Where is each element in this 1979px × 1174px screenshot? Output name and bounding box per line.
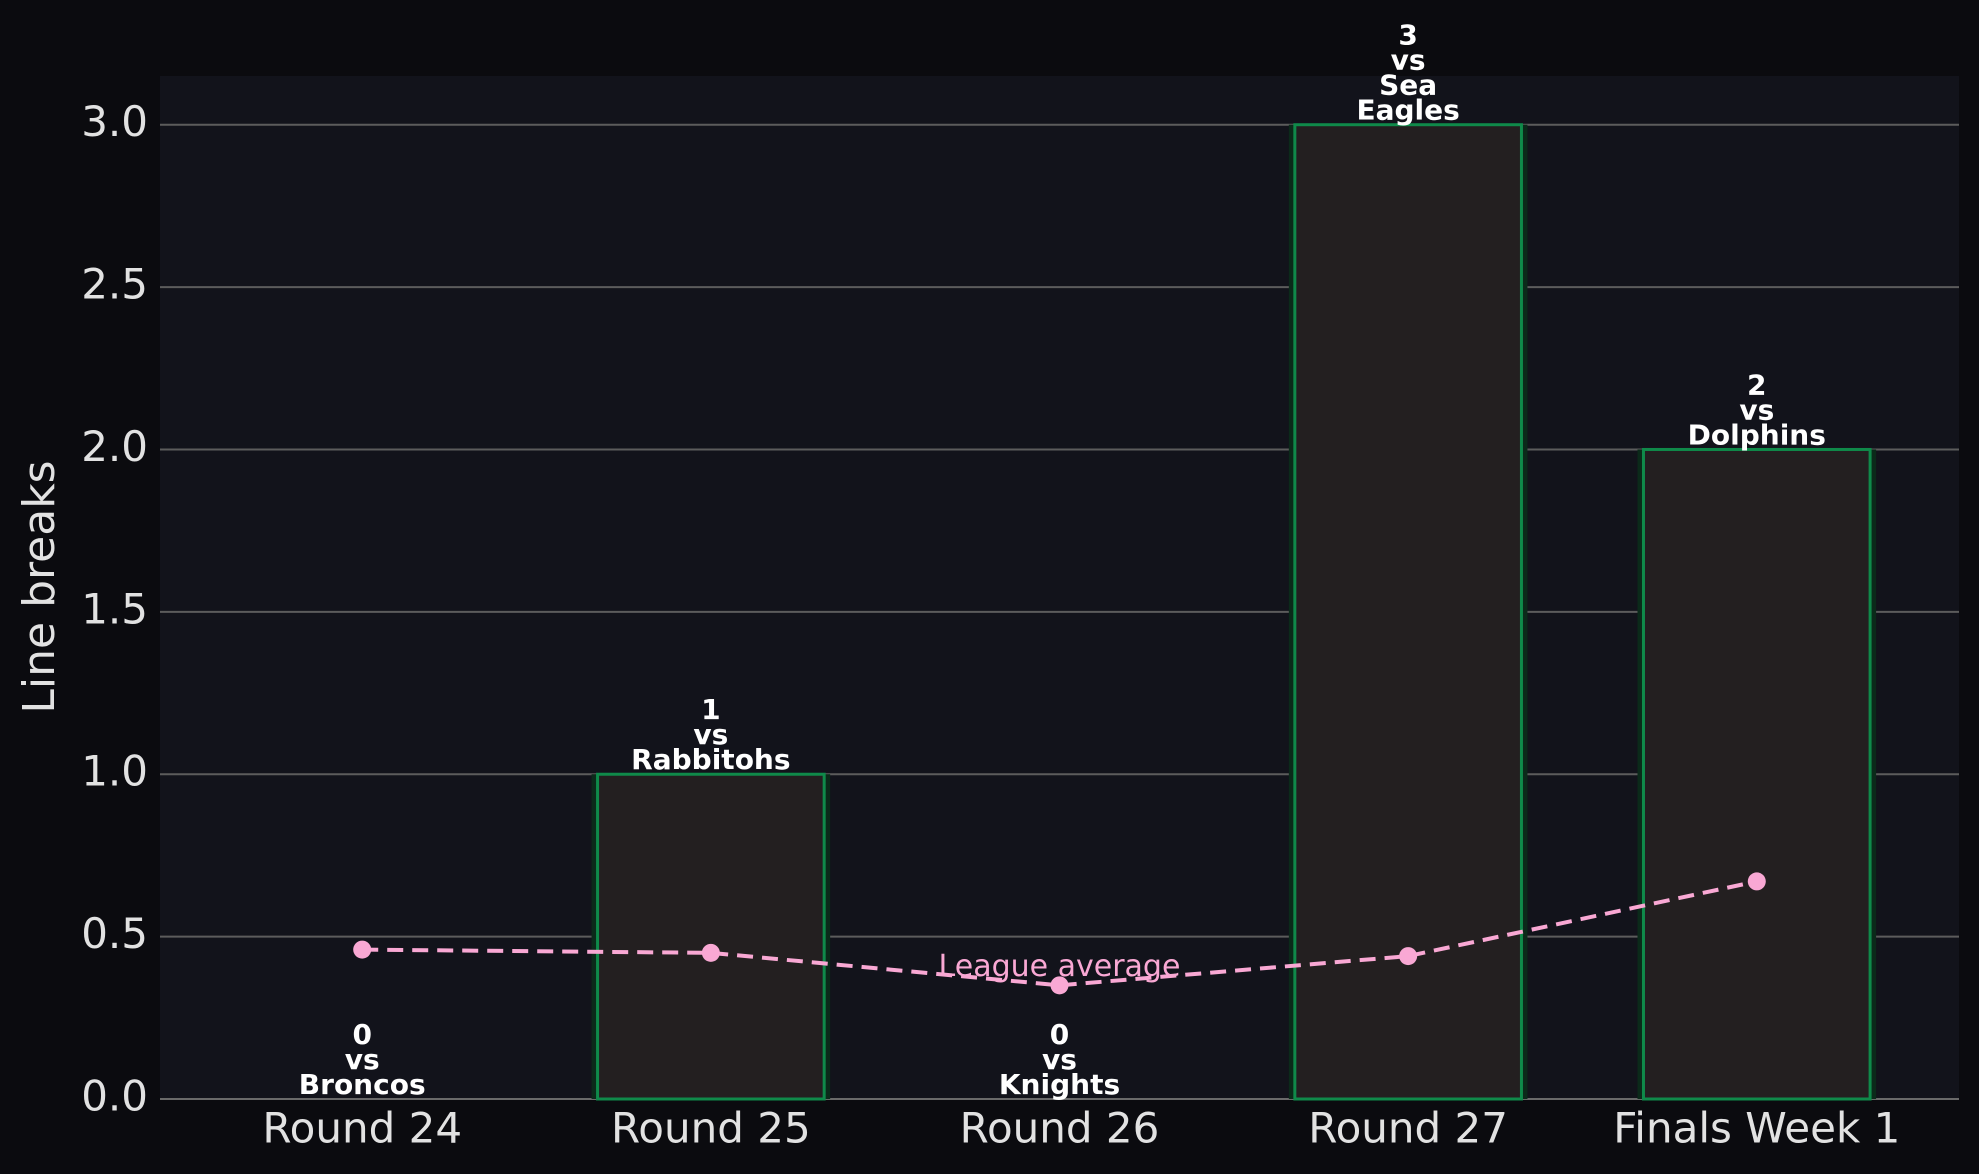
x-tick-label: Round 24 [262,1104,462,1153]
opponent-label: vs Rabbitohs [631,718,790,776]
line-label: League average [939,949,1181,984]
value-label: 0 [352,1018,371,1051]
average-point [1050,976,1069,995]
average-point [353,940,372,959]
y-tick-label: 2.0 [81,422,148,471]
y-tick-label: 3.0 [81,97,148,146]
opponent-label: vs Broncos [299,1043,426,1101]
y-axis-label: Line breaks [14,460,65,713]
bar [1293,123,1523,1101]
y-tick-label: 2.5 [81,260,148,309]
y-tick-label: 1.5 [81,584,148,633]
y-tick-label: 1.0 [81,747,148,796]
x-tick-label: Finals Week 1 [1613,1104,1900,1153]
opponent-label: vs Knights [999,1043,1120,1101]
value-label: 2 [1747,368,1766,401]
value-label: 1 [701,693,720,726]
x-tick-label: Round 26 [960,1104,1160,1153]
y-tick-label: 0.5 [81,909,148,958]
average-point [1399,947,1418,966]
x-tick-label: Round 25 [611,1104,811,1153]
value-label: 0 [1050,1018,1069,1051]
bar [596,772,826,1101]
x-tick-label: Round 27 [1308,1104,1508,1153]
opponent-label: vs Sea Eagles [1356,44,1459,127]
opponent-label: vs Dolphins [1688,393,1826,451]
average-point [701,943,720,962]
y-tick-label: 0.0 [81,1072,148,1121]
average-point [1747,872,1766,891]
average-line [362,879,1758,988]
value-label: 3 [1398,19,1417,52]
bar [1641,447,1872,1101]
